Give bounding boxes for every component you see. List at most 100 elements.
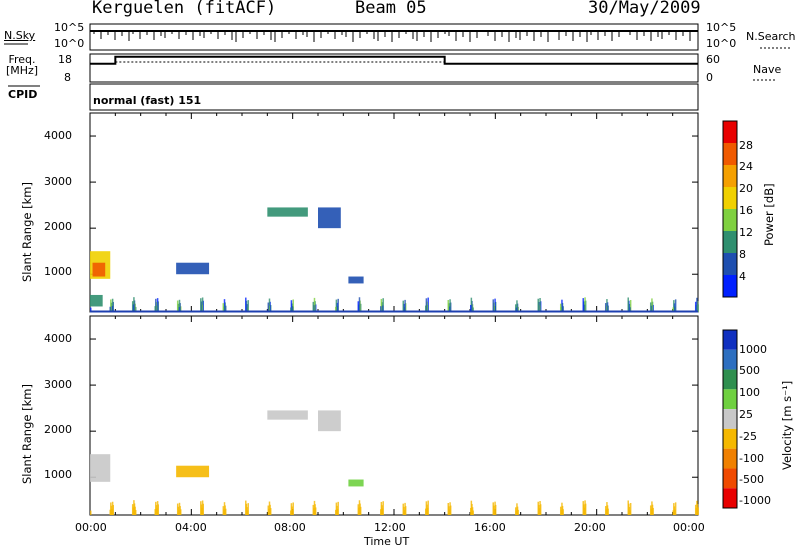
heat-cell bbox=[155, 501, 157, 515]
heat-cell bbox=[380, 501, 383, 515]
power-colorbar-segment bbox=[723, 253, 737, 275]
velocity-heatmap bbox=[90, 410, 699, 515]
vel-ytick-1000: 1000 bbox=[44, 468, 72, 481]
heat-cell bbox=[318, 207, 341, 229]
heat-cell bbox=[470, 297, 473, 312]
heat-cell bbox=[449, 502, 451, 515]
freq-tick-top: 18 bbox=[58, 53, 72, 66]
heat-cell bbox=[357, 301, 360, 312]
nsky-label: N.Sky bbox=[4, 29, 36, 42]
station-title: Kerguelen (fitACF) bbox=[92, 0, 277, 18]
colorbars bbox=[722, 120, 738, 509]
nsky-tick-bottom: 10^0 bbox=[54, 37, 85, 50]
power-tick-16: 16 bbox=[739, 204, 753, 217]
heat-cell bbox=[694, 504, 697, 515]
heat-cell bbox=[404, 299, 406, 312]
heat-cell bbox=[604, 506, 607, 515]
vel-tick-m500: -500 bbox=[739, 473, 764, 486]
heat-cell bbox=[337, 298, 339, 312]
heat-cell bbox=[382, 298, 384, 312]
heat-cell bbox=[178, 502, 181, 515]
heat-cell bbox=[337, 501, 339, 515]
cpid-label: CPID bbox=[8, 88, 38, 101]
heat-cell bbox=[494, 298, 496, 312]
vel-tick-500: 500 bbox=[739, 364, 760, 377]
nsearch-tick-top: 10^5 bbox=[706, 21, 737, 34]
xtick-0: 00:00 bbox=[75, 521, 107, 534]
velocity-colorbar-segment bbox=[723, 468, 737, 489]
panel-frame-vel bbox=[89, 315, 699, 516]
heat-cell bbox=[539, 297, 541, 312]
heat-cell bbox=[247, 300, 249, 312]
power-colorbar-segment bbox=[723, 121, 737, 143]
velocity-colorbar-segment bbox=[723, 389, 737, 410]
vel-tick-1000: 1000 bbox=[739, 343, 767, 356]
power-colorbar-segment bbox=[723, 187, 737, 209]
vel-ytick-4000: 4000 bbox=[44, 332, 72, 345]
velocity-colorbar-segment bbox=[723, 349, 737, 370]
heat-cell bbox=[312, 301, 315, 312]
beam-title: Beam 05 bbox=[355, 0, 427, 18]
heat-cell bbox=[651, 501, 653, 515]
heat-cell bbox=[90, 307, 92, 312]
vel-tick-m100: -100 bbox=[739, 452, 764, 465]
heat-cell bbox=[606, 299, 608, 312]
heat-cell bbox=[380, 509, 382, 515]
heat-cell bbox=[154, 306, 156, 312]
nave-tick-bottom: 0 bbox=[706, 71, 713, 84]
heat-cell bbox=[357, 504, 360, 515]
nave-label: Nave bbox=[753, 63, 782, 76]
heat-cell bbox=[268, 298, 271, 312]
heat-cell bbox=[290, 510, 292, 515]
heat-cell bbox=[427, 297, 429, 312]
heat-cell bbox=[290, 307, 292, 312]
heat-cell bbox=[154, 509, 156, 515]
heat-cell bbox=[111, 501, 114, 515]
heat-cell bbox=[222, 303, 225, 312]
heat-cell bbox=[425, 305, 427, 312]
heat-cell bbox=[313, 500, 316, 515]
heat-cell bbox=[627, 500, 629, 515]
heat-cell bbox=[335, 509, 337, 515]
power-colorbar-segment bbox=[723, 165, 737, 187]
heat-cell bbox=[604, 303, 607, 312]
heat-cell bbox=[629, 299, 632, 312]
power-tick-24: 24 bbox=[739, 160, 753, 173]
heat-cell bbox=[492, 299, 494, 312]
vel-tick-m25: -25 bbox=[739, 430, 757, 443]
heat-cell bbox=[131, 504, 134, 515]
velocity-colorbar-segment bbox=[723, 369, 737, 390]
freq-label: Freq. bbox=[8, 53, 36, 66]
heat-cell bbox=[537, 501, 539, 515]
heat-cell bbox=[348, 276, 364, 284]
heat-cell bbox=[606, 502, 608, 515]
heat-cell bbox=[223, 502, 226, 515]
heat-cell bbox=[290, 300, 293, 312]
heat-cell bbox=[516, 503, 518, 515]
heat-cell bbox=[267, 505, 270, 515]
xtick-5: 20:00 bbox=[574, 521, 606, 534]
nave-tick-top: 60 bbox=[706, 53, 720, 66]
heat-cell bbox=[318, 410, 341, 432]
heat-cell bbox=[582, 501, 584, 515]
heat-cell bbox=[559, 303, 562, 312]
heat-cell bbox=[348, 479, 364, 487]
heat-cell bbox=[312, 504, 315, 515]
heat-cell bbox=[200, 501, 202, 515]
panel-frame-nsky bbox=[89, 23, 699, 51]
power-colorbar-segment bbox=[723, 275, 737, 297]
heat-cell bbox=[674, 502, 677, 515]
heat-cell bbox=[425, 298, 428, 312]
heat-cell bbox=[402, 300, 405, 312]
heat-cell bbox=[155, 298, 157, 312]
power-colorbar-segment bbox=[723, 143, 737, 165]
heat-cell bbox=[90, 510, 92, 515]
xtick-3: 12:00 bbox=[374, 521, 406, 534]
xtick-6: 00:00 bbox=[673, 521, 705, 534]
heat-cell bbox=[514, 507, 517, 515]
heat-cell bbox=[247, 503, 249, 515]
heat-cell bbox=[537, 298, 539, 312]
vel-ytick-2000: 2000 bbox=[44, 423, 72, 436]
heat-cell bbox=[674, 299, 677, 312]
